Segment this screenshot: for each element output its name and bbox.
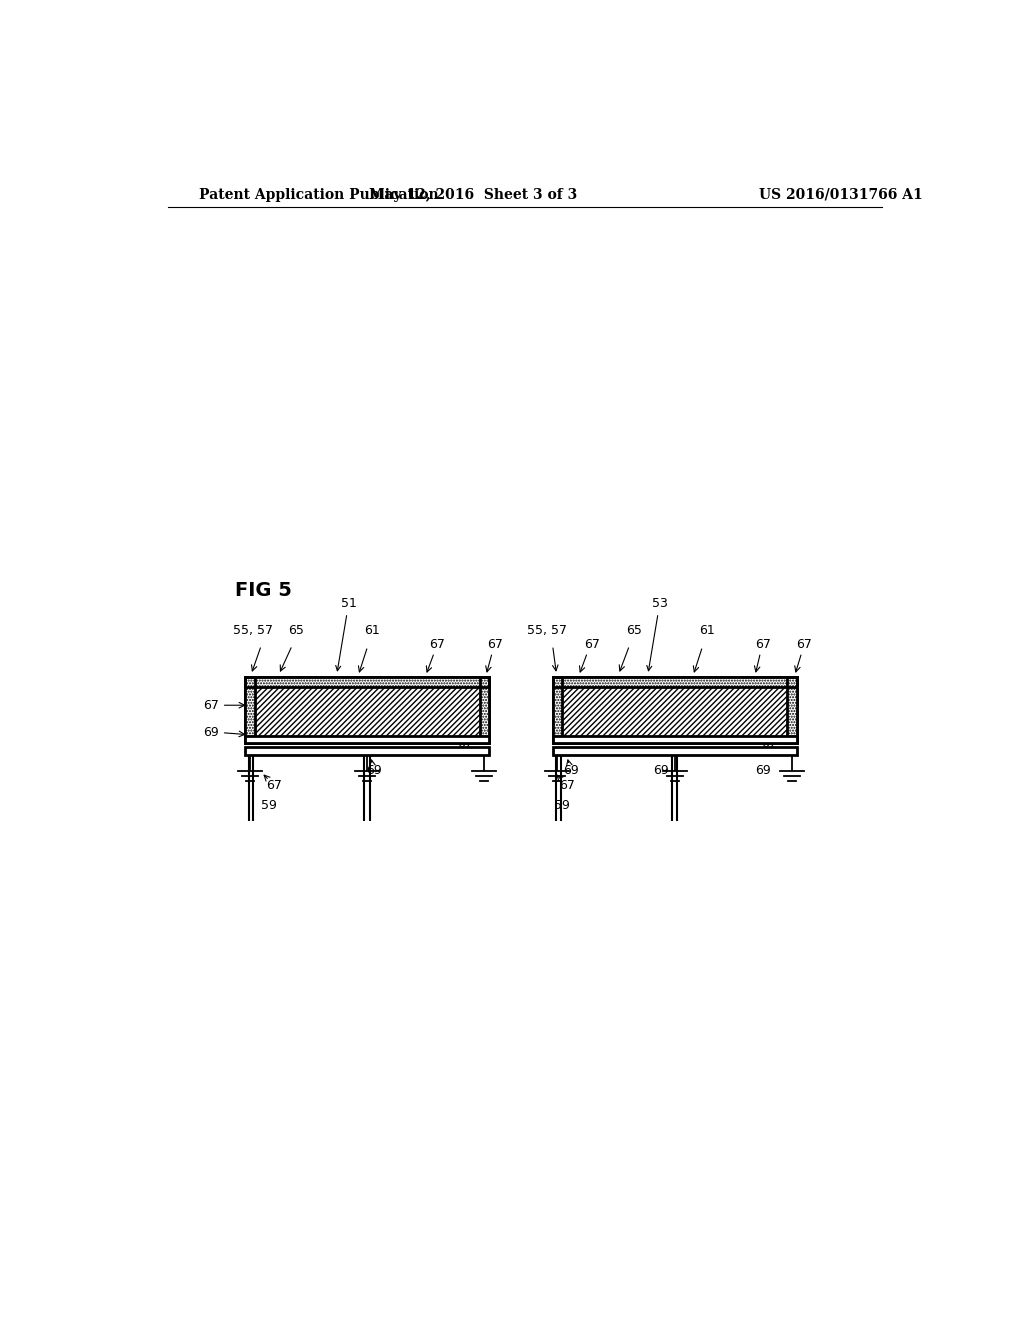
Bar xyxy=(553,747,797,755)
Text: 67: 67 xyxy=(458,738,473,750)
Text: 67: 67 xyxy=(429,638,445,651)
Text: Patent Application Publication: Patent Application Publication xyxy=(200,187,439,202)
Text: 67: 67 xyxy=(761,738,777,750)
Text: 65: 65 xyxy=(289,623,304,636)
Text: 69: 69 xyxy=(755,764,771,776)
Text: 51: 51 xyxy=(336,597,356,671)
Text: FIG 5: FIG 5 xyxy=(236,581,292,599)
Text: 61: 61 xyxy=(699,623,715,636)
Text: 61: 61 xyxy=(365,623,380,636)
Text: 69: 69 xyxy=(367,764,382,776)
Bar xyxy=(553,677,797,686)
Text: 67: 67 xyxy=(266,779,282,792)
Text: 67: 67 xyxy=(204,698,219,711)
Bar xyxy=(246,677,489,743)
Text: 55, 57: 55, 57 xyxy=(233,623,273,636)
Text: 53: 53 xyxy=(647,597,668,671)
Text: 67: 67 xyxy=(486,638,503,651)
Text: 65: 65 xyxy=(627,623,642,636)
Text: 67: 67 xyxy=(559,779,574,792)
Bar xyxy=(787,677,797,743)
Bar xyxy=(246,747,489,755)
Text: 67: 67 xyxy=(797,638,812,651)
Bar xyxy=(255,686,479,735)
Text: 69: 69 xyxy=(563,764,579,776)
Text: 55, 57: 55, 57 xyxy=(527,623,567,636)
Bar xyxy=(553,677,797,743)
Text: US 2016/0131766 A1: US 2016/0131766 A1 xyxy=(759,187,923,202)
Bar xyxy=(562,686,787,735)
Text: 67: 67 xyxy=(585,638,600,651)
Text: 69: 69 xyxy=(204,726,219,739)
Bar xyxy=(479,677,489,743)
Bar xyxy=(479,677,489,743)
Bar xyxy=(553,677,562,743)
Text: May 12, 2016  Sheet 3 of 3: May 12, 2016 Sheet 3 of 3 xyxy=(369,187,578,202)
Bar xyxy=(553,735,797,743)
Bar xyxy=(246,677,255,743)
Bar xyxy=(246,677,489,686)
Bar xyxy=(246,735,489,743)
Text: 59: 59 xyxy=(261,800,278,812)
Text: 59: 59 xyxy=(554,800,570,812)
Text: 69: 69 xyxy=(653,764,669,776)
Text: 67: 67 xyxy=(755,638,771,651)
Bar xyxy=(553,677,797,686)
Bar xyxy=(553,677,562,743)
Bar xyxy=(787,677,797,743)
Bar xyxy=(246,677,255,743)
Bar xyxy=(246,677,489,686)
